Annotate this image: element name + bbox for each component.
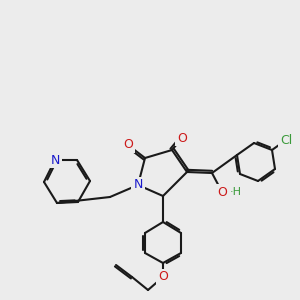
Text: N: N bbox=[133, 178, 143, 191]
Text: O: O bbox=[177, 131, 187, 145]
Text: O: O bbox=[217, 185, 227, 199]
Text: N: N bbox=[50, 154, 60, 166]
Text: O: O bbox=[123, 139, 133, 152]
Text: O: O bbox=[158, 271, 168, 284]
Text: Cl: Cl bbox=[280, 134, 292, 146]
Text: ·H: ·H bbox=[230, 187, 242, 197]
